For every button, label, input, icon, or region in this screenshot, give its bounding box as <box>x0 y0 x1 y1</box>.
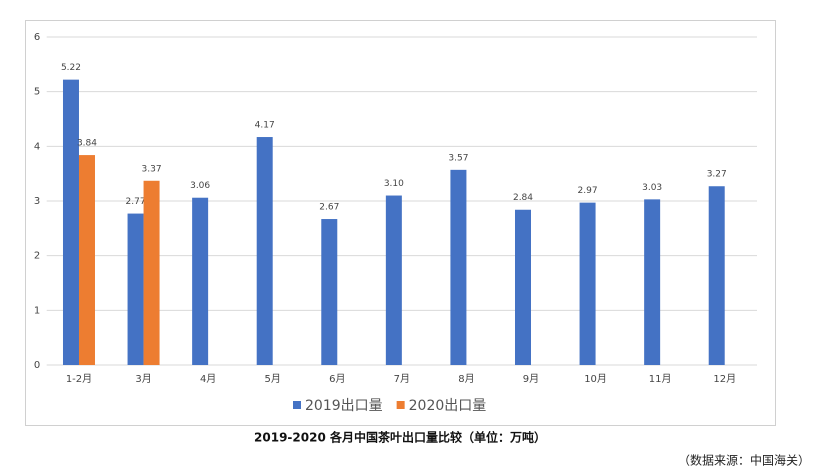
y-tick-label: 2 <box>34 251 40 262</box>
value-label: 3.37 <box>142 164 162 174</box>
bar <box>143 180 160 365</box>
x-tick-label: 12月 <box>713 373 736 385</box>
value-label: 4.17 <box>255 121 275 131</box>
y-tick-label: 3 <box>34 196 40 207</box>
bar <box>708 186 725 365</box>
legend-swatch <box>396 401 405 409</box>
source-note: （数据来源：中国海关） <box>678 453 810 468</box>
y-tick-label: 4 <box>34 141 40 152</box>
bar <box>256 137 273 365</box>
x-tick-label: 5月 <box>265 373 281 385</box>
y-tick-label: 5 <box>34 87 40 98</box>
x-tick-label: 6月 <box>329 373 345 385</box>
value-label: 3.27 <box>707 170 727 180</box>
bar <box>514 209 531 365</box>
value-label: 3.57 <box>448 153 468 163</box>
x-tick-label: 7月 <box>394 373 410 385</box>
value-label: 2.67 <box>319 203 339 213</box>
bar <box>62 79 79 365</box>
x-tick-label: 11月 <box>649 373 672 385</box>
y-tick-label: 1 <box>34 305 40 316</box>
x-tick-label: 4月 <box>200 373 216 385</box>
value-label: 2.77 <box>126 197 146 207</box>
bar <box>192 197 209 365</box>
value-label: 3.84 <box>77 139 97 149</box>
x-tick-label: 3月 <box>135 373 151 385</box>
value-label: 3.10 <box>384 179 404 189</box>
value-label: 5.22 <box>61 63 81 73</box>
legend-label: 2020出口量 <box>409 398 487 414</box>
y-tick-label: 0 <box>34 360 40 371</box>
bar <box>78 155 95 365</box>
chart-title: 2019-2020 各月中国茶叶出口量比较（单位：万吨） <box>254 430 546 445</box>
bar <box>321 219 338 365</box>
value-label: 3.03 <box>642 183 662 193</box>
bar <box>644 199 661 365</box>
bar <box>127 213 144 365</box>
x-tick-label: 1-2月 <box>66 373 92 385</box>
bar <box>450 169 467 365</box>
x-tick-label: 10月 <box>584 373 607 385</box>
x-tick-label: 8月 <box>458 373 474 385</box>
legend-swatch <box>293 401 301 409</box>
legend-label: 2019出口量 <box>305 398 383 414</box>
chart-frame <box>25 20 776 426</box>
y-tick-label: 6 <box>34 32 40 43</box>
value-label: 2.84 <box>513 193 533 203</box>
bar <box>579 202 596 365</box>
bar <box>385 195 402 365</box>
value-label: 2.97 <box>578 186 598 196</box>
x-tick-label: 9月 <box>523 373 539 385</box>
value-label: 3.06 <box>190 181 210 191</box>
